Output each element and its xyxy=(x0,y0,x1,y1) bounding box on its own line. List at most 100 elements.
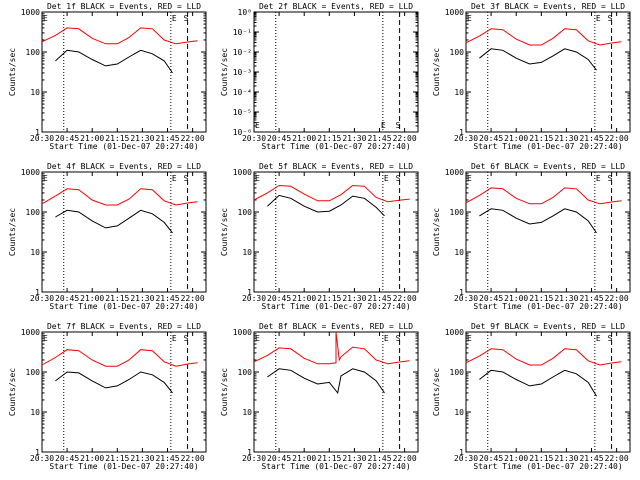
series-line-events xyxy=(55,49,173,74)
marker-label: E xyxy=(467,14,472,23)
y-tick-label: 10 xyxy=(30,408,40,417)
marker-label: E xyxy=(596,14,601,23)
x-tick-label: 21:15 xyxy=(317,134,341,143)
x-tick-label: 21:15 xyxy=(317,454,341,463)
x-tick-label: 21:00 xyxy=(292,454,316,463)
x-axis-label: Start Time (01-Dec-07 20:27:40) xyxy=(49,142,198,151)
series-line-lld xyxy=(465,28,622,46)
x-tick-label: 21:30 xyxy=(554,454,578,463)
plot-det-3f: Det 3f BLACK = Events, RED = LLD 20:30 20:… xyxy=(432,2,631,151)
y-tick-label: 10 xyxy=(30,88,40,97)
plot-det-9f: Det 9f BLACK = Events, RED = LLD 20:30 20:… xyxy=(432,322,631,471)
x-tick-label: 21:30 xyxy=(342,134,366,143)
x-axis-label: Start Time (01-Dec-07 20:27:40) xyxy=(473,142,622,151)
y-tick-label: 1000 xyxy=(445,328,464,337)
marker-label: E xyxy=(255,334,260,343)
x-axis-label: Start Time (01-Dec-07 20:27:40) xyxy=(261,302,410,311)
x-tick-label: 21:45 xyxy=(367,294,391,303)
y-tick-label: 10 xyxy=(454,408,464,417)
x-tick-label: 22:00 xyxy=(393,454,417,463)
x-tick-label: 21:30 xyxy=(130,134,154,143)
y-tick-label: 1000 xyxy=(21,168,40,177)
plot-det-5f: Det 5f BLACK = Events, RED = LLD 20:30 20:… xyxy=(220,162,419,311)
plot-title: Det 2f BLACK = Events, RED = LLD xyxy=(259,2,413,11)
x-tick-label: 21:45 xyxy=(155,454,179,463)
x-tick-label: 21:15 xyxy=(105,134,129,143)
x-tick-label: 21:00 xyxy=(80,454,104,463)
marker-label: E xyxy=(467,174,472,183)
marker-label: E xyxy=(255,174,260,183)
x-tick-label: 20:30 xyxy=(30,454,54,463)
series-line-events xyxy=(267,194,385,217)
y-tick-label: 10 xyxy=(454,248,464,257)
marker-label: S xyxy=(608,14,613,23)
marker-label: S xyxy=(184,334,189,343)
plot-title: Det 7f BLACK = Events, RED = LLD xyxy=(47,322,201,331)
x-tick-label: 21:30 xyxy=(554,134,578,143)
y-tick-label: 100 xyxy=(26,208,41,217)
plot-title: Det 1f BLACK = Events, RED = LLD xyxy=(47,2,201,11)
x-tick-label: 20:30 xyxy=(242,294,266,303)
x-tick-label: 20:30 xyxy=(242,454,266,463)
series-line-lld xyxy=(465,348,622,366)
plot-frame xyxy=(465,331,631,453)
y-axis-label: Counts/sec xyxy=(432,208,441,256)
x-tick-label: 21:15 xyxy=(529,454,553,463)
x-tick-label: 20:30 xyxy=(30,294,54,303)
plot-det-2f: Det 2f BLACK = Events, RED = LLD 20:30 20:… xyxy=(220,2,419,151)
series-line-lld xyxy=(41,349,198,367)
x-tick-label: 21:00 xyxy=(292,294,316,303)
x-axis-label: Start Time (01-Dec-07 20:27:40) xyxy=(261,462,410,471)
x-tick-label: 20:45 xyxy=(55,134,79,143)
plot-det-7f: Det 7f BLACK = Events, RED = LLD 20:30 20:… xyxy=(8,322,207,471)
y-tick-label: 1000 xyxy=(445,8,464,17)
x-tick-label: 21:30 xyxy=(130,294,154,303)
x-tick-label: 20:45 xyxy=(479,294,503,303)
x-tick-label: 21:30 xyxy=(554,294,578,303)
plot-det-8f: Det 8f BLACK = Events, RED = LLD 20:30 20:… xyxy=(220,322,419,471)
x-tick-label: 22:00 xyxy=(393,134,417,143)
y-axis-label: Counts/sec xyxy=(432,48,441,96)
y-tick-label: 1 xyxy=(459,288,464,297)
y-tick-label: 1000 xyxy=(445,168,464,177)
x-axis-label: Start Time (01-Dec-07 20:27:40) xyxy=(49,462,198,471)
x-tick-label: 22:00 xyxy=(605,294,629,303)
x-tick-label: 21:15 xyxy=(105,294,129,303)
plot-det-4f: Det 4f BLACK = Events, RED = LLD 20:30 20:… xyxy=(8,162,207,311)
x-axis-label: Start Time (01-Dec-07 20:27:40) xyxy=(49,302,198,311)
marker-label: E xyxy=(255,121,260,130)
plot-frame xyxy=(253,171,419,293)
y-tick-label: 10 xyxy=(242,248,252,257)
y-axis-label: Counts/sec xyxy=(220,48,229,96)
y-tick-label: 10⁻¹ xyxy=(233,28,252,37)
marker-label: E xyxy=(384,174,389,183)
y-axis-label: Counts/sec xyxy=(8,48,17,96)
x-tick-label: 21:00 xyxy=(80,294,104,303)
x-axis-label: Start Time (01-Dec-07 20:27:40) xyxy=(473,462,622,471)
plot-frame xyxy=(465,171,631,293)
x-axis-label: Start Time (01-Dec-07 20:27:40) xyxy=(261,142,410,151)
x-tick-label: 22:00 xyxy=(181,454,205,463)
x-tick-label: 21:45 xyxy=(579,454,603,463)
marker-label: E xyxy=(43,14,48,23)
marker-label: S xyxy=(608,334,613,343)
x-tick-label: 22:00 xyxy=(181,294,205,303)
marker-label: S xyxy=(608,174,613,183)
marker-label: E xyxy=(43,174,48,183)
x-tick-label: 21:45 xyxy=(367,134,391,143)
plot-frame xyxy=(41,11,207,133)
marker-label: E xyxy=(384,334,389,343)
x-tick-label: 20:30 xyxy=(242,134,266,143)
plot-title: Det 4f BLACK = Events, RED = LLD xyxy=(47,162,201,171)
y-tick-label: 100 xyxy=(450,48,465,57)
plot-title: Det 5f BLACK = Events, RED = LLD xyxy=(259,162,413,171)
x-tick-label: 21:00 xyxy=(292,134,316,143)
plot-frame xyxy=(41,331,207,453)
x-tick-label: 21:45 xyxy=(155,134,179,143)
plot-det-1f: Det 1f BLACK = Events, RED = LLD 20:30 20:… xyxy=(8,2,207,151)
y-tick-label: 1000 xyxy=(233,168,252,177)
y-axis-label: Counts/sec xyxy=(432,368,441,416)
y-tick-label: 1 xyxy=(247,288,252,297)
marker-label: S xyxy=(184,14,189,23)
